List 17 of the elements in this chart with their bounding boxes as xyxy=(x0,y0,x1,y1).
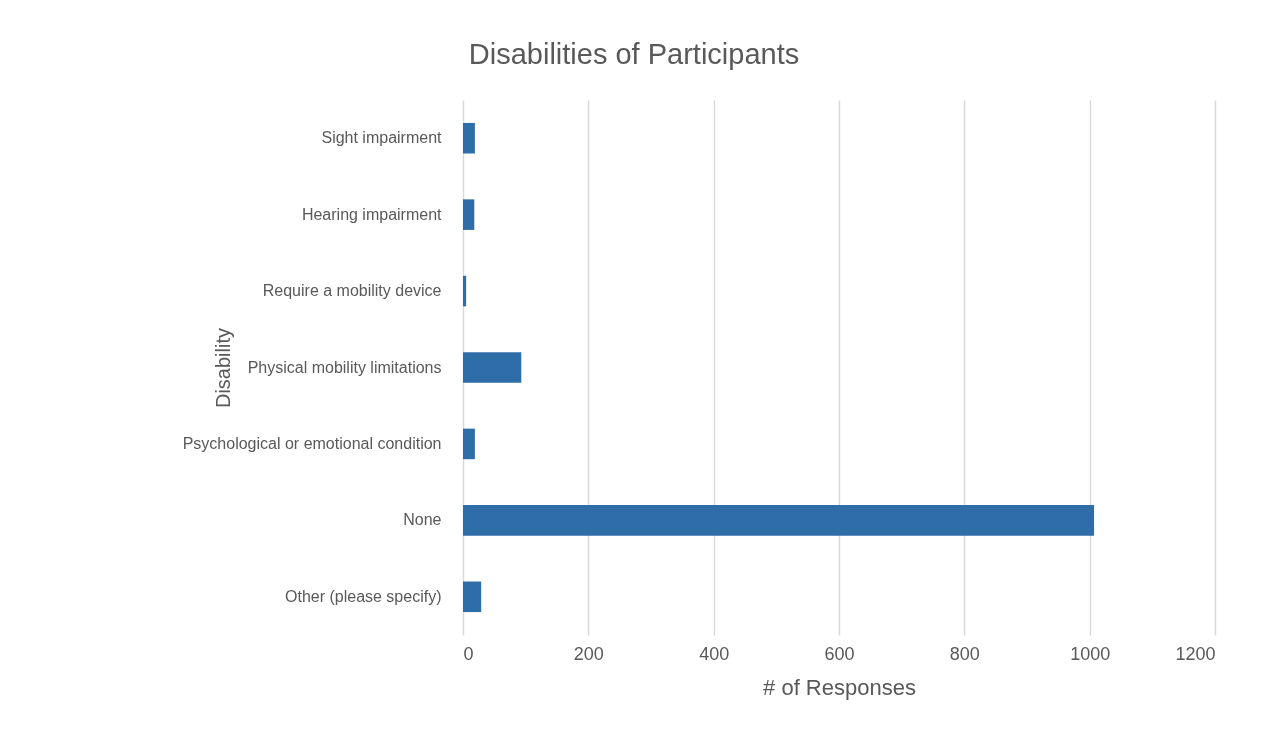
x-tick-label: 200 xyxy=(573,643,604,664)
chart-title: Disabilities of Participants xyxy=(468,38,800,70)
y-tick-label: Require a mobility device xyxy=(262,282,442,300)
x-axis-title: # of Responses xyxy=(763,674,916,700)
y-axis-title: Disability xyxy=(211,327,234,409)
y-tick-label: Physical mobility limitations xyxy=(247,358,442,376)
x-tick-label: 1200 xyxy=(1175,643,1216,664)
x-tick-label: 1000 xyxy=(1070,643,1111,664)
x-tick-label: 800 xyxy=(949,643,980,664)
x-tick-label: 0 xyxy=(463,643,474,664)
x-tick-label: 400 xyxy=(699,643,730,664)
y-tick-label: Hearing impairment xyxy=(301,205,443,223)
y-tick-label: Other (please specify) xyxy=(284,587,442,605)
y-tick-label: Psychological or emotional condition xyxy=(182,434,442,452)
y-tick-label: Sight impairment xyxy=(321,129,443,147)
x-tick-label: 600 xyxy=(824,643,855,664)
y-tick-label: None xyxy=(403,511,442,529)
